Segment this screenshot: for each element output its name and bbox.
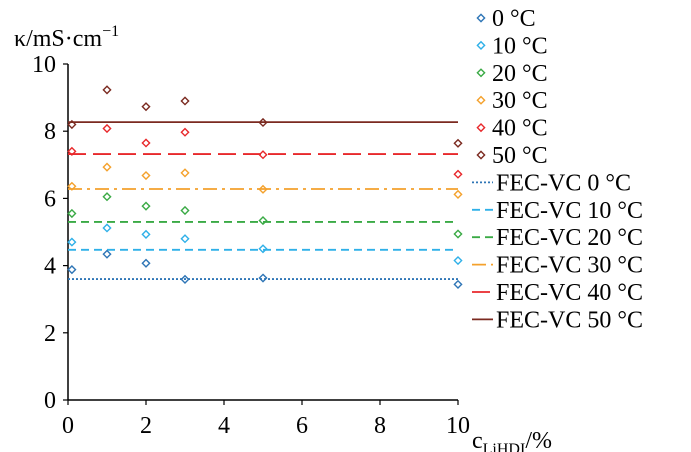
legend-marker [477,124,484,131]
legend-marker [477,97,484,104]
data-point [142,231,149,238]
legend-marker [477,42,484,49]
legend-label: 40 °C [492,116,548,142]
y-tick-label: 4 [44,254,56,280]
data-point [181,169,188,176]
x-tick-label: 8 [374,413,386,439]
legend-label: 50 °C [492,143,548,169]
plot-area: 0 2 4 6 8 10 0 2 4 6 8 10 [32,52,470,439]
data-point [68,266,75,273]
legend-label: 0 °C [492,6,536,32]
y-tick-label: 6 [44,186,56,212]
data-point [103,125,110,132]
data-point [181,207,188,214]
data-point [142,260,149,267]
legend-label: 10 °C [492,33,548,59]
data-point [454,230,461,237]
legend-label: FEC-VC 30 °C [496,253,643,279]
legend-marker [477,69,484,76]
data-point [259,245,266,252]
data-point [181,97,188,104]
legend-label: 30 °C [492,88,548,114]
y-tick-label: 0 [44,388,56,414]
data-point [103,86,110,93]
data-point [454,257,461,264]
legend-label: FEC-VC 50 °C [496,307,643,333]
data-point [181,235,188,242]
data-point [103,251,110,258]
data-point [454,191,461,198]
data-point [259,217,266,224]
x-axis-label: cLiHDI/% [472,428,552,452]
legend-label: 20 °C [492,61,548,87]
x-tick-label: 6 [296,413,308,439]
data-point [259,274,266,281]
data-point [454,140,461,147]
x-tick-label: 4 [218,413,230,439]
data-point [142,172,149,179]
data-point [103,193,110,200]
data-point [181,129,188,136]
legend-marker [477,14,484,21]
data-point [142,139,149,146]
legend-label: FEC-VC 10 °C [496,198,643,224]
data-point [103,164,110,171]
data-point [454,171,461,178]
x-tick-label: 0 [62,413,74,439]
data-point [142,103,149,110]
data-point [454,281,461,288]
y-axis-label: κ/mS·cm−1 [14,23,119,52]
y-tick-label: 2 [44,321,56,347]
legend-label: FEC-VC 40 °C [496,280,643,306]
legend-marker [477,151,484,158]
legend-label: FEC-VC 0 °C [496,170,631,196]
y-tick-label: 10 [32,52,56,78]
x-tick-label: 2 [140,413,152,439]
y-tick-label: 8 [44,119,56,145]
legend-label: FEC-VC 20 °C [496,225,643,251]
data-point [68,210,75,217]
data-point [142,203,149,210]
x-tick-label: 10 [446,413,470,439]
data-point [68,238,75,245]
data-point [103,224,110,231]
